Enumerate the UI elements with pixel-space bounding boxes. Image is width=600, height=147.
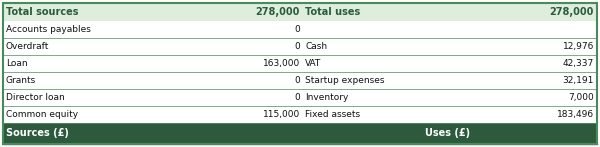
Text: 183,496: 183,496	[557, 110, 594, 119]
Text: Loan: Loan	[6, 59, 28, 68]
FancyBboxPatch shape	[3, 21, 597, 38]
Text: 115,000: 115,000	[263, 110, 300, 119]
Text: Inventory: Inventory	[305, 93, 349, 102]
FancyBboxPatch shape	[3, 106, 597, 123]
Text: 32,191: 32,191	[563, 76, 594, 85]
Text: Startup expenses: Startup expenses	[305, 76, 385, 85]
Text: 278,000: 278,000	[256, 7, 300, 17]
Text: 278,000: 278,000	[550, 7, 594, 17]
Text: Accounts payables: Accounts payables	[6, 25, 91, 34]
FancyBboxPatch shape	[3, 123, 597, 144]
FancyBboxPatch shape	[3, 38, 597, 55]
FancyBboxPatch shape	[3, 89, 597, 106]
FancyBboxPatch shape	[3, 3, 597, 21]
Text: 0: 0	[294, 93, 300, 102]
Text: Total uses: Total uses	[305, 7, 360, 17]
Text: 163,000: 163,000	[263, 59, 300, 68]
Text: 0: 0	[294, 25, 300, 34]
Text: 7,000: 7,000	[568, 93, 594, 102]
Text: Sources (£): Sources (£)	[6, 128, 69, 138]
Text: 12,976: 12,976	[563, 42, 594, 51]
Text: Overdraft: Overdraft	[6, 42, 49, 51]
Text: Grants: Grants	[6, 76, 36, 85]
Text: Total sources: Total sources	[6, 7, 79, 17]
Text: Uses (£): Uses (£)	[425, 128, 470, 138]
Text: 0: 0	[294, 42, 300, 51]
FancyBboxPatch shape	[3, 72, 597, 89]
Text: Cash: Cash	[305, 42, 327, 51]
Text: Common equity: Common equity	[6, 110, 78, 119]
Text: 42,337: 42,337	[563, 59, 594, 68]
Text: 0: 0	[294, 76, 300, 85]
FancyBboxPatch shape	[3, 55, 597, 72]
Text: VAT: VAT	[305, 59, 321, 68]
Text: Fixed assets: Fixed assets	[305, 110, 360, 119]
Text: Director loan: Director loan	[6, 93, 65, 102]
